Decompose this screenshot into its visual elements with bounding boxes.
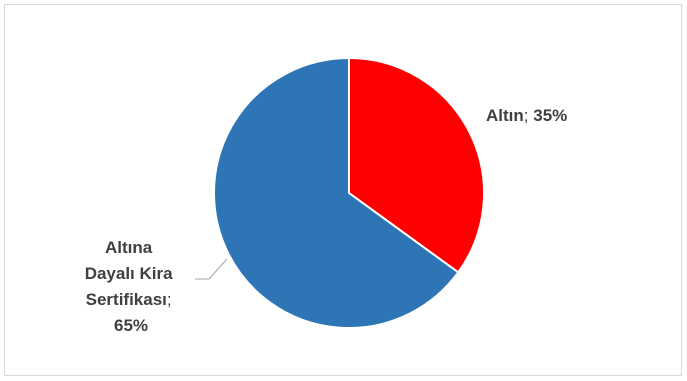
data-label-altin: Altın; 35%: [486, 106, 567, 125]
pie-slice-sertifika: [213, 57, 460, 329]
pie-chart: Altın; 35% Altına Dayalı Kira Sertifikas…: [85, 57, 568, 335]
data-labels: Altın; 35% Altına Dayalı Kira Sertifikas…: [85, 106, 568, 335]
leader-line-sertifika: [195, 258, 228, 280]
data-label-sertifika: Altına Dayalı Kira Sertifikası; 65%: [85, 238, 178, 335]
chart-area: Altın; 35% Altına Dayalı Kira Sertifikas…: [4, 4, 682, 376]
pie-slices: [213, 57, 485, 329]
pie-slice-altin: [348, 57, 485, 274]
